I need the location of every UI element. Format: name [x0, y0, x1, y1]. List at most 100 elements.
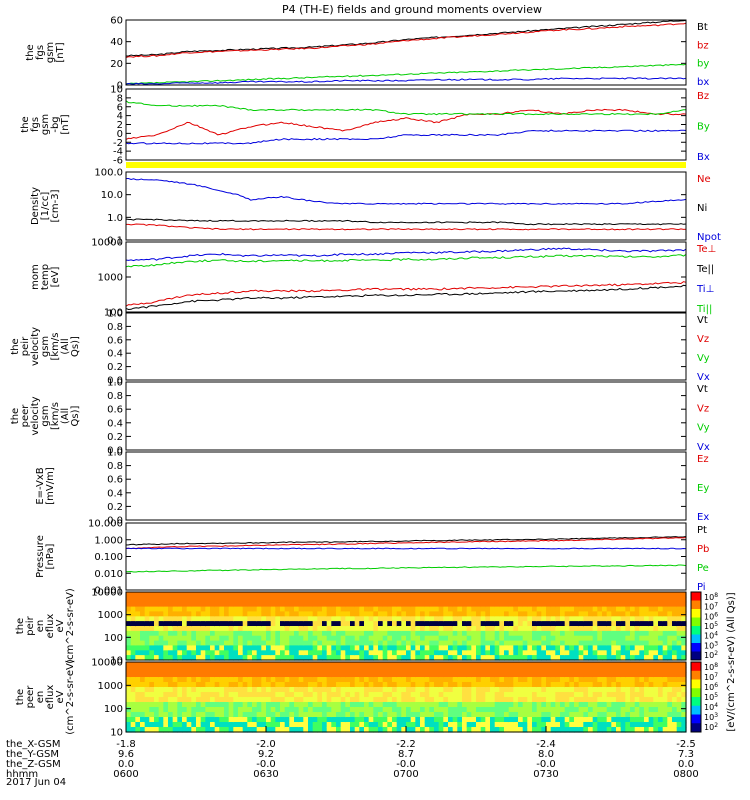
- heatmap-cell: [499, 596, 505, 603]
- heatmap-cell: [210, 645, 216, 651]
- heatmap-cell: [284, 596, 290, 603]
- heatmap-cell: [359, 682, 365, 688]
- heatmap-cell: [331, 692, 337, 698]
- colorbar-tick: 106: [704, 682, 718, 692]
- heatmap-cell: [261, 712, 267, 718]
- heatmap-cell: [611, 630, 617, 637]
- heatmap-cell: [681, 702, 687, 708]
- heatmap-cell: [205, 621, 211, 627]
- heatmap-cell: [219, 655, 225, 661]
- y-axis-label-line: gsm: [45, 42, 56, 63]
- heatmap-cell: [410, 592, 416, 598]
- heatmap-cell: [560, 592, 566, 598]
- y-tick-label: 1.0: [107, 309, 123, 320]
- heatmap-cell: [242, 606, 248, 613]
- heatmap-cell: [331, 635, 337, 642]
- heatmap-cell: [350, 596, 356, 603]
- heatmap-cell: [592, 702, 598, 708]
- heatmap-cell: [672, 611, 678, 617]
- heatmap-cell: [298, 687, 304, 693]
- series-line-Ne: [126, 223, 687, 231]
- heatmap-cell: [168, 727, 174, 733]
- heatmap-cell: [182, 645, 188, 651]
- heatmap-cell: [611, 662, 617, 668]
- heatmap-cell: [144, 727, 150, 733]
- heatmap-cell: [620, 717, 626, 723]
- heatmap-cell: [574, 662, 580, 668]
- heatmap-cell: [625, 596, 631, 603]
- heatmap-cell: [317, 596, 323, 603]
- heatmap-cell: [126, 692, 132, 698]
- y-tick-label: 0.8: [107, 391, 123, 402]
- heatmap-cell: [639, 645, 645, 651]
- heatmap-cell: [224, 707, 230, 713]
- heatmap-cell: [275, 697, 281, 703]
- heatmap-cell: [191, 650, 197, 656]
- heatmap-cell: [443, 722, 449, 728]
- heatmap-cell: [280, 635, 286, 642]
- heatmap-cell: [471, 592, 477, 598]
- heatmap-cell: [466, 635, 472, 642]
- heatmap-cell: [424, 707, 430, 713]
- heatmap-cell: [522, 640, 528, 647]
- heatmap-cell: [154, 611, 160, 617]
- heatmap-cell: [508, 712, 514, 718]
- heatmap-cell: [382, 601, 388, 608]
- heatmap-cell: [588, 630, 594, 637]
- heatmap-cell: [294, 667, 300, 673]
- heatmap-cell: [499, 650, 505, 656]
- heatmap-cell: [672, 707, 678, 713]
- heatmap-cell: [546, 616, 552, 622]
- heatmap-cell: [480, 687, 486, 693]
- y-axis-label-line: en: [35, 691, 46, 704]
- heatmap-cell: [611, 697, 617, 703]
- heatmap-cell: [275, 717, 281, 723]
- heatmap-cell: [261, 626, 267, 632]
- series-line-Pi: [125, 547, 687, 550]
- heatmap-cell: [560, 606, 566, 613]
- heatmap-cell: [252, 606, 258, 613]
- heatmap-cell: [634, 717, 640, 723]
- y-axis-label-line: velocity: [30, 327, 41, 366]
- heatmap-cell: [462, 707, 468, 713]
- heatmap-cell: [219, 596, 225, 603]
- heatmap-cell: [182, 662, 188, 668]
- heatmap-cell: [392, 601, 398, 608]
- heatmap-cell: [354, 592, 360, 598]
- heatmap-cell: [322, 677, 328, 683]
- heatmap-cell: [541, 645, 547, 651]
- heatmap-cell: [196, 596, 202, 603]
- heatmap-cell: [630, 592, 636, 598]
- heatmap-cell: [625, 655, 631, 661]
- heatmap-cell: [224, 682, 230, 688]
- y-tick-label: 0.6: [107, 475, 123, 486]
- heatmap-cell: [364, 650, 370, 656]
- heatmap-cell: [350, 640, 356, 647]
- heatmap-cell: [364, 635, 370, 642]
- heatmap-cell: [583, 727, 589, 733]
- heatmap-cell: [564, 611, 570, 617]
- heatmap-cell: [448, 682, 454, 688]
- heatmap-cell: [191, 655, 197, 661]
- heatmap-cell: [354, 606, 360, 613]
- heatmap-cell: [154, 626, 160, 632]
- heatmap-cell: [331, 596, 337, 603]
- heatmap-cell: [340, 707, 346, 713]
- heatmap-cell: [354, 722, 360, 728]
- heatmap-cell: [471, 662, 477, 668]
- heatmap-cell: [476, 662, 482, 668]
- heatmap-cell: [466, 672, 472, 678]
- heatmap-cell: [396, 640, 402, 647]
- heatmap-cell: [522, 611, 528, 617]
- heatmap-cell: [606, 611, 612, 617]
- heatmap-cell: [578, 655, 584, 661]
- heatmap-cell: [662, 645, 668, 651]
- heatmap-cell: [186, 592, 192, 598]
- heatmap-cell: [224, 592, 230, 598]
- heatmap-cell: [210, 650, 216, 656]
- heatmap-cell: [410, 667, 416, 673]
- heatmap-cell: [350, 667, 356, 673]
- heatmap-cell: [308, 655, 314, 661]
- heatmap-cell: [578, 712, 584, 718]
- heatmap-cell: [499, 677, 505, 683]
